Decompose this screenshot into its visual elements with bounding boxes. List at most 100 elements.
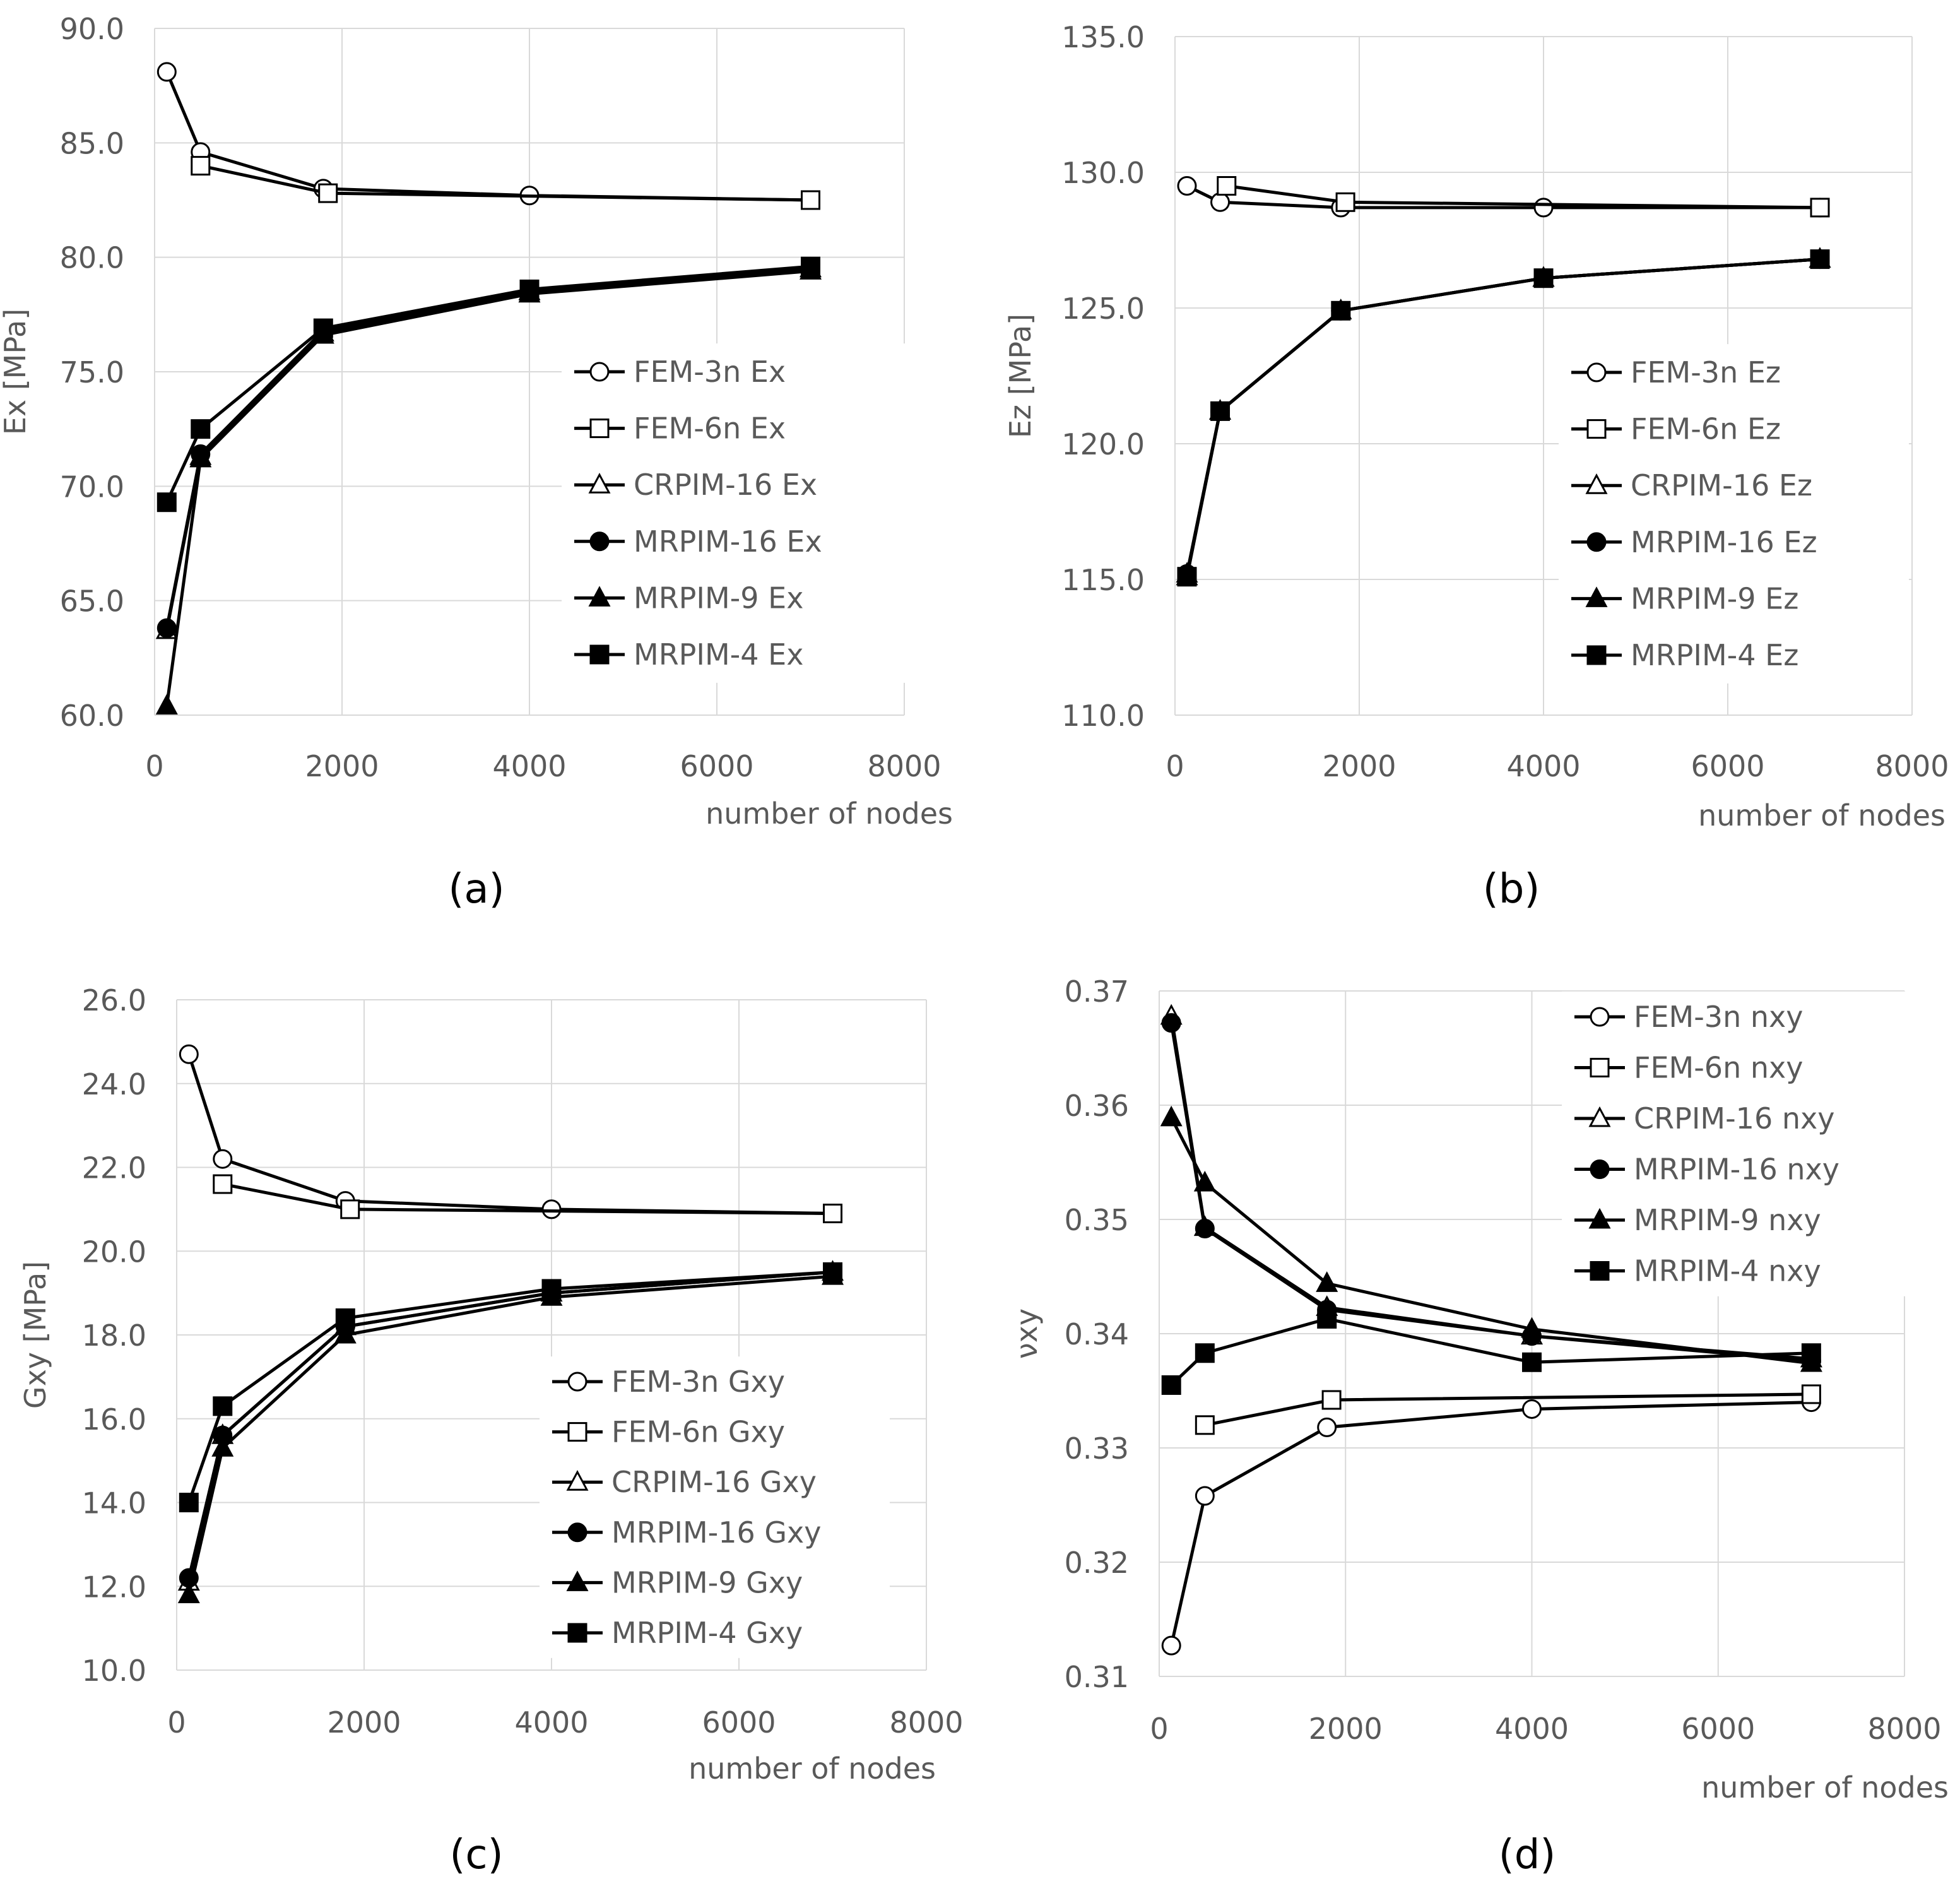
legend-marker [1585,473,1608,494]
data-point [1195,1486,1215,1506]
x-tick-label: 6000 [680,749,753,783]
data-point [1331,300,1351,321]
data-point [1195,1415,1215,1435]
chart-c: 10.0 12.0 14.0 16.0 18.0 20.0 22.0 24.0 26.0 0 200… [18,983,964,1878]
legend-marker [567,1372,587,1392]
data-point [156,492,177,513]
legend-marker [1590,1261,1610,1281]
legend-marker [589,644,610,665]
y-tick-label: 135.0 [1061,20,1145,54]
y-tick-label: 115.0 [1061,563,1145,597]
data-point [823,1262,842,1282]
series-mrpim-4-nxy [1161,1308,1821,1395]
legend-label: CRPIM-16 Ez [1631,468,1812,502]
data-point [541,1199,562,1219]
y-axis-label: Gxy [MPa] [18,1261,52,1409]
legend-label: FEM-6n Gxy [611,1415,785,1449]
y-axis-label: Ex [MPa] [0,309,32,435]
data-point [318,183,338,203]
data-point [801,256,820,276]
x-tick-label: 6000 [1691,749,1764,783]
legend-marker [589,418,610,439]
chart-a: 60.0 65.0 70.0 75.0 80.0 85.0 90.0 0 2000 4000 600… [0,12,953,913]
data-point [179,1493,199,1512]
legend-marker [1588,1106,1611,1127]
legend-entry: FEM-6n Ez [1571,412,1781,446]
legend-marker [1590,1007,1610,1027]
data-point [191,156,211,176]
panel-label: (b) [1483,866,1540,913]
legend-marker [1588,1207,1611,1229]
y-tick-label: 0.32 [1065,1546,1129,1580]
panel-label: (c) [449,1832,503,1878]
x-tick-label: 6000 [1681,1712,1755,1746]
y-tick-label: 120.0 [1061,427,1145,461]
series-fem-3n-nxy [1161,1392,1821,1656]
data-point [1316,1271,1338,1292]
x-axis-label: number of nodes [688,1752,936,1786]
y-tick-label: 75.0 [60,355,124,389]
data-point [1522,1399,1542,1419]
chart-b: 110.0 115.0 120.0 125.0 130.0 135.0 0 2000 4000 6… [1003,20,1949,913]
legend-marker [588,586,611,607]
x-tick-label: 4000 [1506,749,1580,783]
legend-label: FEM-6n nxy [1634,1051,1803,1085]
y-tick-label: 0.37 [1065,975,1129,1009]
data-point [1321,1390,1342,1410]
data-point [213,1149,233,1169]
y-tick-label: 26.0 [82,983,146,1017]
series-fem-3n-ex [156,62,820,210]
series-mrpim-4-ez [1177,249,1830,587]
x-tick-label: 2000 [305,749,379,783]
y-tick-label: 130.0 [1061,156,1145,190]
data-point [1520,1317,1544,1338]
x-tick-label: 0 [145,749,163,783]
legend-entry: FEM-3n Ex [574,355,786,389]
data-point [334,1322,357,1344]
series-line [1226,184,1821,210]
legend-label: MRPIM-4 Ex [634,637,803,672]
data-point [1161,1013,1181,1033]
legend-entry: MRPIM-16 Ez [1571,525,1817,559]
y-tick-label: 14.0 [82,1486,146,1521]
legend-label: MRPIM-16 Ez [1631,525,1817,559]
legend-label: MRPIM-16 Ex [634,525,822,559]
x-tick-label: 2000 [327,1705,401,1740]
legend-marker [1586,419,1607,439]
legend-entry: MRPIM-9 Ez [1571,581,1798,615]
data-point [189,446,212,468]
y-tick-label: 0.31 [1065,1660,1129,1694]
legend-label: MRPIM-9 Gxy [611,1565,803,1599]
data-point [1210,192,1231,212]
data-point [1801,1343,1821,1363]
data-point [213,1396,233,1416]
data-point [191,419,211,439]
series-fem-3n-ez [1177,176,1830,218]
legend-label: MRPIM-16 Gxy [611,1515,822,1550]
y-tick-label: 20.0 [82,1235,146,1269]
y-axis-label: νxy [1010,1308,1044,1359]
y-tick-label: 24.0 [82,1067,146,1101]
x-tick-label: 4000 [1495,1712,1569,1746]
x-tick-label: 4000 [514,1705,588,1740]
data-point [1193,1170,1216,1192]
legend-marker [567,1623,587,1643]
legend-background [540,1356,890,1658]
x-tick-label: 8000 [1867,1712,1941,1746]
data-point [1177,567,1197,587]
legend-entry: MRPIM-9 Ex [574,581,803,615]
series-line [200,164,811,202]
legend-entry: MRPIM-16 Gxy [552,1515,822,1550]
x-tick-label: 8000 [1875,749,1949,783]
y-tick-label: 0.33 [1065,1432,1129,1466]
legend-entry: CRPIM-16 Ez [1571,468,1812,502]
data-point [1317,1308,1337,1329]
series-mrpim-4-ex [156,256,820,513]
legend-marker [1586,532,1607,552]
panel-label: (a) [448,866,504,913]
series-line [187,1053,833,1216]
x-axis-label: number of nodes [1701,1770,1949,1805]
x-tick-label: 4000 [492,749,566,783]
x-tick-label: 0 [1166,749,1184,783]
